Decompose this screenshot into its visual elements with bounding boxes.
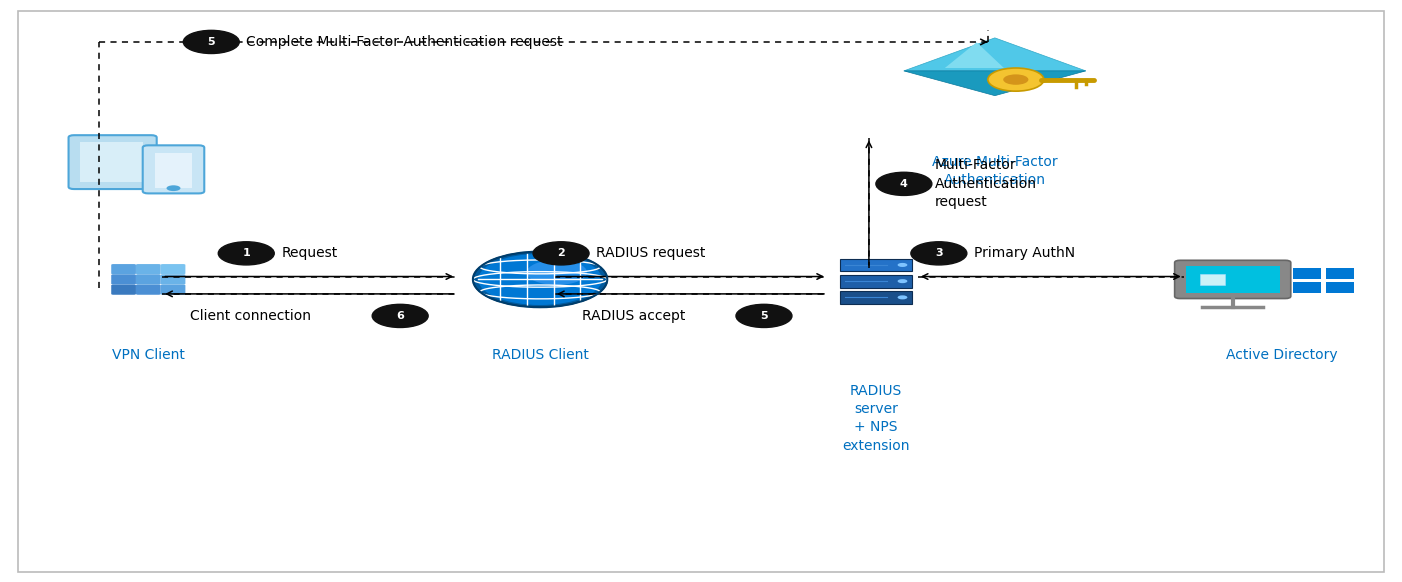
FancyBboxPatch shape — [136, 264, 161, 274]
FancyBboxPatch shape — [156, 154, 192, 187]
FancyBboxPatch shape — [143, 146, 205, 193]
Text: Multi-Factor
Authentication
request: Multi-Factor Authentication request — [935, 158, 1036, 210]
Text: RADIUS Client: RADIUS Client — [492, 347, 589, 362]
FancyBboxPatch shape — [69, 135, 157, 189]
Text: RADIUS accept: RADIUS accept — [582, 309, 686, 323]
FancyBboxPatch shape — [136, 274, 161, 285]
Circle shape — [478, 254, 601, 305]
Circle shape — [372, 304, 428, 328]
FancyBboxPatch shape — [111, 285, 136, 294]
Circle shape — [184, 30, 240, 54]
FancyBboxPatch shape — [1326, 282, 1354, 293]
Circle shape — [897, 295, 907, 299]
Text: VPN Client: VPN Client — [112, 347, 185, 362]
Circle shape — [472, 251, 607, 307]
FancyBboxPatch shape — [18, 11, 1384, 572]
Circle shape — [167, 185, 181, 191]
Circle shape — [1004, 74, 1029, 85]
Text: 1: 1 — [243, 249, 250, 258]
FancyBboxPatch shape — [840, 258, 913, 271]
Text: RADIUS request: RADIUS request — [596, 246, 705, 260]
Text: 3: 3 — [935, 249, 942, 258]
Circle shape — [897, 263, 907, 267]
Text: Active Directory: Active Directory — [1225, 347, 1338, 362]
Circle shape — [876, 172, 932, 196]
Polygon shape — [904, 71, 1085, 95]
FancyBboxPatch shape — [80, 142, 143, 182]
Circle shape — [988, 68, 1044, 91]
Circle shape — [527, 260, 587, 285]
Circle shape — [533, 242, 589, 265]
FancyBboxPatch shape — [136, 285, 161, 294]
Circle shape — [897, 279, 907, 283]
FancyBboxPatch shape — [1200, 274, 1225, 285]
FancyBboxPatch shape — [1293, 282, 1321, 293]
Text: Complete Multi-Factor Authentication request: Complete Multi-Factor Authentication req… — [247, 35, 562, 49]
FancyBboxPatch shape — [840, 291, 913, 304]
FancyBboxPatch shape — [1326, 268, 1354, 279]
FancyBboxPatch shape — [161, 264, 185, 274]
FancyBboxPatch shape — [161, 274, 185, 285]
FancyBboxPatch shape — [1175, 260, 1291, 299]
Circle shape — [219, 242, 275, 265]
Text: 4: 4 — [900, 179, 908, 189]
Text: RADIUS
server
+ NPS
extension: RADIUS server + NPS extension — [843, 384, 910, 453]
FancyBboxPatch shape — [111, 264, 136, 274]
Text: Request: Request — [282, 246, 338, 260]
Text: Primary AuthN: Primary AuthN — [974, 246, 1075, 260]
FancyBboxPatch shape — [111, 274, 136, 285]
Circle shape — [736, 304, 792, 328]
FancyBboxPatch shape — [1293, 268, 1321, 279]
Text: 5: 5 — [207, 37, 215, 47]
Circle shape — [911, 242, 967, 265]
FancyBboxPatch shape — [840, 275, 913, 288]
Text: Azure Multi-Factor
Authentication: Azure Multi-Factor Authentication — [932, 155, 1057, 187]
Text: Client connection: Client connection — [191, 309, 311, 323]
Polygon shape — [904, 38, 1085, 71]
Text: 2: 2 — [557, 249, 565, 258]
Text: 5: 5 — [760, 311, 768, 321]
Text: 6: 6 — [397, 311, 404, 321]
FancyBboxPatch shape — [1186, 266, 1280, 293]
Polygon shape — [945, 42, 1004, 68]
FancyBboxPatch shape — [161, 285, 185, 294]
